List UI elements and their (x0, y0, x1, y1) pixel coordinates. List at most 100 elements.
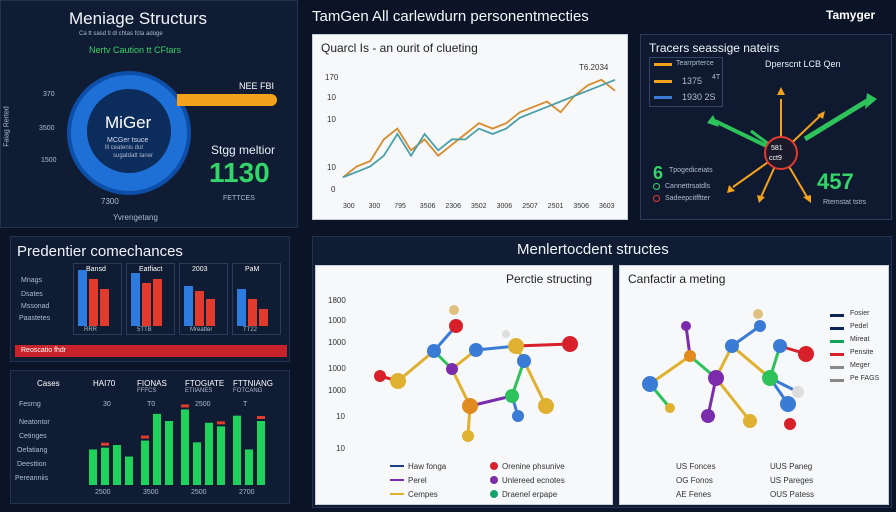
left-legend-b-dot-2 (490, 476, 498, 484)
donut-sub-1: MCGer tsuce (107, 137, 149, 144)
green-row-6: Pereanniis (15, 475, 49, 482)
green-bar (217, 426, 225, 485)
green-bar-cap (181, 404, 189, 408)
network-card: Tracers seassige nateirs Tearrprterce 13… (640, 34, 892, 220)
green-row-3: Cetinges (19, 433, 47, 440)
bar (184, 286, 193, 326)
line-series-2 (342, 78, 616, 179)
bar (248, 298, 257, 326)
line-x-tick: 2501 (547, 203, 564, 210)
green-bar-cap (257, 416, 265, 419)
line-chart-corner-label: T6.2034 (579, 63, 609, 72)
network-left-icon-1 (653, 183, 660, 190)
green-x-axis: 2500 3500 2500 2700 (89, 489, 279, 499)
right-key-legend: Fosier Pedel Mireat Pensite Meger Pe FAGS (830, 310, 886, 410)
donut-bar (177, 94, 277, 106)
right-card-title: Canfactir a meting (628, 272, 726, 286)
bar-col-label: Bansd (86, 266, 106, 273)
green-bar (233, 415, 241, 485)
mol-y-tick-7: 10 (336, 444, 345, 453)
arrow-head-right (865, 93, 877, 109)
line-series-1 (342, 78, 616, 179)
line-x-tick: 3006 (496, 203, 513, 210)
legend-swatch-3 (654, 96, 672, 99)
donut-bottom-label: Yvrengetang (113, 213, 158, 222)
left-legend-b-2: Unlereed ecnotes (502, 476, 565, 485)
left-legend-1: Haw fonga (408, 462, 447, 471)
donut-bottom-value: 7300 (101, 197, 119, 206)
right-key-swatch (830, 379, 844, 382)
line-x-tick: 3506 (419, 203, 436, 210)
green-row-4: Oefatiang (17, 447, 48, 454)
right-key-label: Mireat (850, 336, 870, 343)
bar (153, 278, 162, 326)
bar (131, 272, 140, 326)
bar-footer-strip (15, 345, 287, 357)
right-key-swatch (830, 314, 844, 317)
bar-panel: Predentier comechances Mnags Dsates Msso… (10, 236, 290, 362)
green-bar (165, 421, 173, 485)
green-bar (113, 445, 121, 485)
line-x-tick: 300 (368, 203, 381, 210)
right-key-swatch (830, 327, 844, 330)
bar (89, 278, 98, 326)
bar (237, 288, 246, 326)
side-axis-label: Faiag Rerted (3, 106, 11, 147)
network-hub (764, 136, 798, 170)
bar (142, 282, 151, 326)
bar-footer-label: Reoscatio fhdr (21, 347, 67, 354)
legend-swatch-1 (654, 63, 672, 66)
line-y-tick-4: 10 (327, 163, 336, 172)
green-row-5: Deesttion (17, 461, 47, 468)
bar-bottom-label: Mreatter (190, 327, 213, 333)
left-legend-3: Cempes (408, 490, 438, 499)
right-key-swatch (830, 366, 844, 369)
mol-y-tick-6: 10 (336, 412, 345, 421)
bar-group: PaM TT22 (232, 263, 281, 335)
network-right-value: 457 (817, 169, 854, 194)
line-y-tick-2: 10 (327, 93, 336, 102)
left-legend-2: Perel (408, 476, 427, 485)
donut-chart (67, 71, 191, 195)
green-bar (125, 456, 133, 485)
bar-bottom-label: RRR (84, 327, 97, 333)
bar-chart: Bansd RRR Eatfiact 5TTB 2003 Mreatter PaM TT22 (73, 263, 287, 335)
overview-title: Meniage Structurs (69, 9, 207, 28)
bar-row-label-1: Mnags (21, 277, 43, 284)
line-y-tick-1: 170 (325, 73, 339, 82)
network-left-line-2: Cannettrsatdls (665, 183, 711, 190)
right-key-label: Pensite (850, 349, 874, 356)
molecule-title: Menlertocdent structes (517, 241, 669, 258)
legend-sup: 4T (712, 74, 721, 81)
left-legend-swatch-3 (390, 493, 404, 495)
right-key-label: Fosier (850, 310, 870, 317)
mol-y-tick-5: 1000 (328, 386, 346, 395)
molecule-right-card: Canfactir a meting (619, 265, 889, 505)
left-legend-b-1: Orenine phsunive (502, 462, 565, 471)
mol-y-tick-1: 1800 (328, 296, 346, 305)
molecule-panel: Menlertocdent structes Perctie structing… (312, 236, 892, 508)
bar-bottom-label: 5TTB (137, 327, 152, 333)
right-legend-1: US Fonces (676, 462, 716, 471)
green-row-2: Neatontor (19, 419, 50, 426)
right-legend-3: AE Fenes (676, 490, 712, 499)
axis-tick-1: 370 (43, 91, 55, 98)
right-key-swatch (830, 353, 844, 356)
network-left-line-1: Tpogediceiats (669, 167, 713, 174)
left-legend-b-3: Draenel erpape (502, 490, 558, 499)
network-right-label: Dperscnt LCB Qen (765, 59, 841, 69)
stat-sub: FETTCES (223, 195, 255, 202)
overview-panel: Meniage Structurs Ca tt sasd tl dl chtas… (0, 0, 298, 228)
green-bar-cap (141, 435, 149, 439)
bar-row-label-3: Mssonad (21, 303, 50, 310)
molecule-left-structure (374, 305, 578, 442)
brand-logo[interactable]: Tamyger (826, 8, 876, 22)
mol-y-tick-2: 1000 (328, 316, 346, 325)
mol-y-tick-4: 1000 (328, 364, 346, 373)
bar-panel-title: Predentier comechances (17, 243, 183, 260)
green-x-label: 2700 (239, 489, 255, 496)
green-col-sub: ETIIANES (185, 388, 213, 394)
bar-row-label-2: Dsates (21, 291, 43, 298)
molecule-right-structure (642, 309, 814, 430)
bar (259, 308, 268, 326)
